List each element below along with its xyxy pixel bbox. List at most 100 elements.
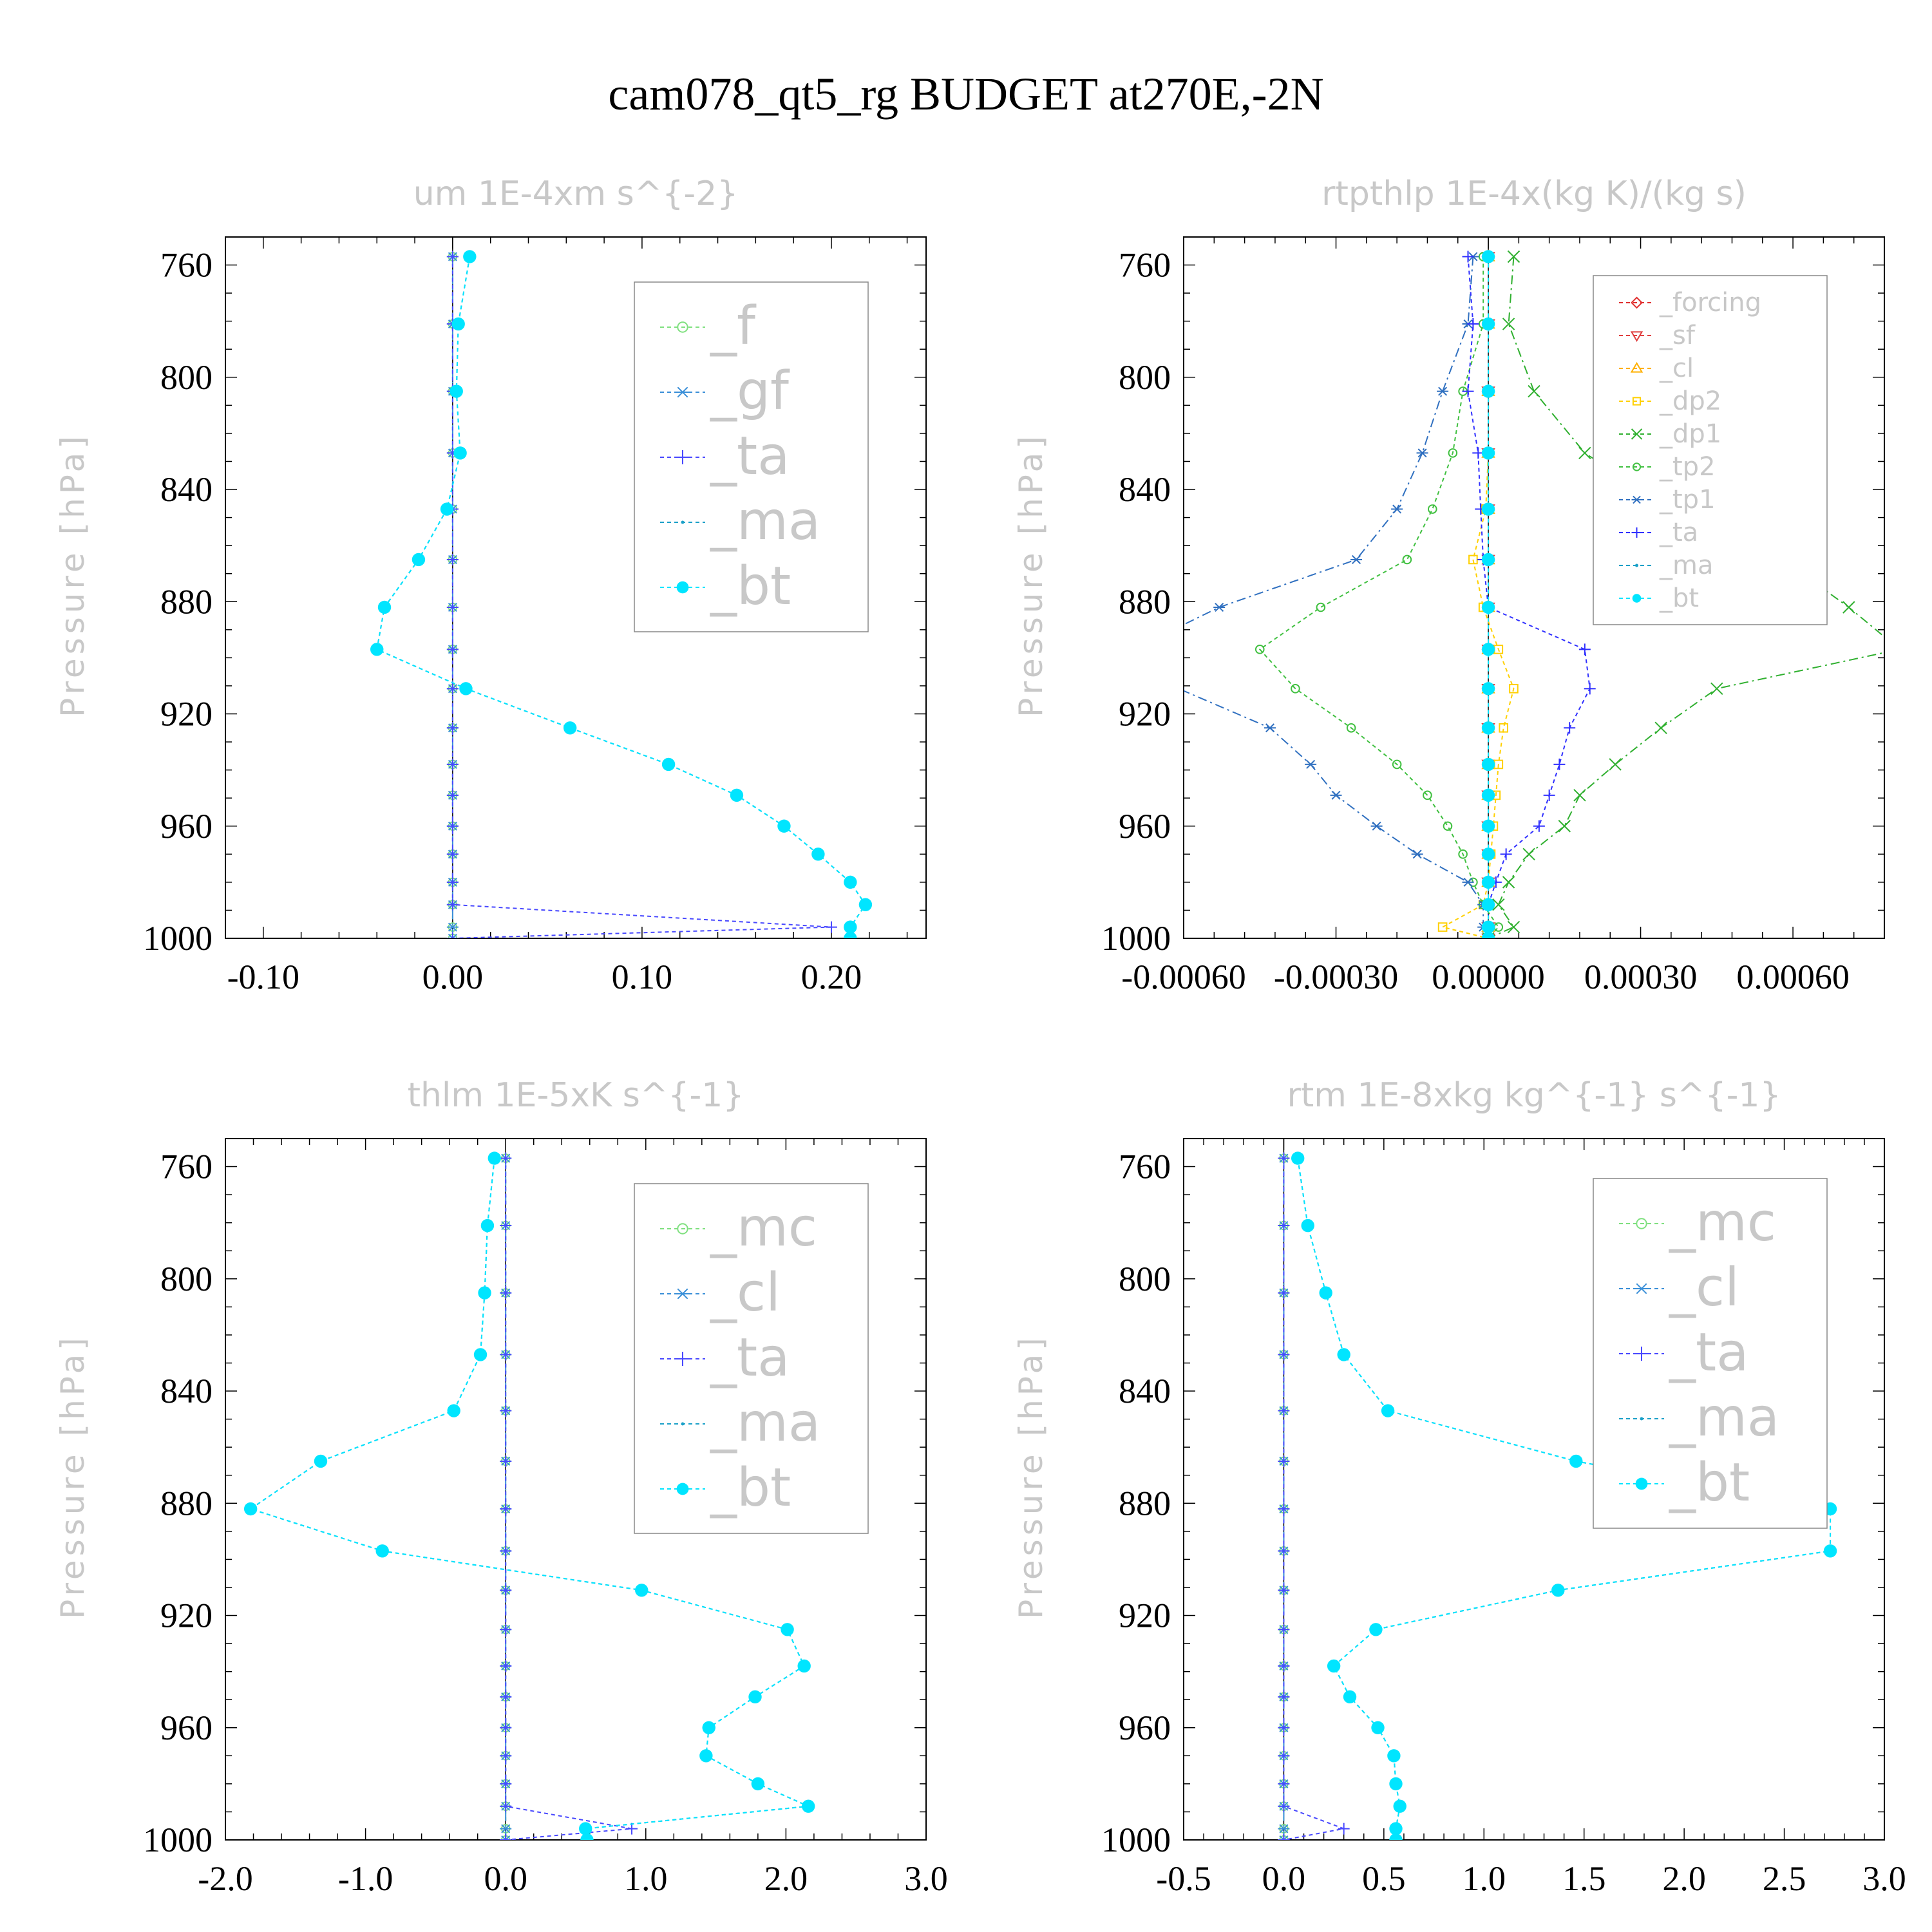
series-line xyxy=(1258,256,1500,938)
series-line xyxy=(1283,1158,1347,1840)
series_ta xyxy=(500,1152,638,1840)
data-point xyxy=(579,1822,592,1835)
data-point xyxy=(500,1834,512,1840)
data-point xyxy=(1481,788,1495,802)
data-point xyxy=(781,1623,794,1636)
series_bt xyxy=(1291,1151,1837,1840)
data-point xyxy=(1492,898,1505,911)
data-point xyxy=(473,1348,488,1361)
data-point xyxy=(1350,554,1363,564)
data-point xyxy=(1370,821,1383,831)
x-tick-label: 3.0 xyxy=(904,1859,948,1898)
data-point xyxy=(463,250,477,263)
legend-label: _bt xyxy=(710,1457,791,1519)
legend-marker xyxy=(1631,296,1643,309)
data-point xyxy=(446,933,459,938)
data-point xyxy=(500,1584,512,1596)
data-point xyxy=(1278,1721,1290,1734)
data-point xyxy=(446,922,459,932)
data-point xyxy=(1437,922,1448,932)
data-point xyxy=(446,601,459,613)
data-point xyxy=(1481,875,1495,889)
data-point xyxy=(1509,684,1519,694)
plot-frame xyxy=(225,1138,927,1841)
data-point xyxy=(858,898,873,911)
data-point xyxy=(1458,849,1468,859)
y-tick-label: 800 xyxy=(1119,1260,1171,1298)
data-point xyxy=(1578,643,1591,656)
data-point xyxy=(500,1777,512,1790)
legend-box xyxy=(1593,1178,1828,1529)
data-point xyxy=(243,1502,258,1516)
data-point xyxy=(1278,1455,1290,1467)
data-point xyxy=(451,317,465,331)
data-point xyxy=(1278,1624,1290,1636)
data-point xyxy=(1278,1220,1290,1232)
legend-box xyxy=(634,1183,869,1534)
data-point xyxy=(500,1287,512,1299)
data-point xyxy=(1462,385,1474,397)
data-point xyxy=(1522,848,1535,861)
series-line xyxy=(1467,256,1591,938)
data-point xyxy=(1338,1823,1350,1835)
legend-box xyxy=(634,281,869,632)
data-point xyxy=(500,1750,512,1762)
data-point xyxy=(1127,645,1139,654)
data-point xyxy=(1448,448,1458,458)
legend-marker xyxy=(1640,1417,1643,1421)
legend-item: _sf xyxy=(1619,321,1696,350)
legend-marker xyxy=(676,581,689,594)
plot-area xyxy=(243,1151,815,1840)
legend-label: _cl xyxy=(710,1262,781,1323)
legend-item: _bt xyxy=(660,556,791,617)
legend-item: _gf xyxy=(660,361,790,422)
data-point xyxy=(1569,1454,1583,1468)
plot-frame xyxy=(225,236,927,939)
y-tick-label: 960 xyxy=(1119,807,1171,846)
panel-rtpthlp: rtpthlp 1E-4x(kg K)/(kg s) Pressure [hPa]… xyxy=(1012,175,1885,996)
data-point xyxy=(1389,1777,1403,1791)
data-point xyxy=(1305,759,1317,769)
y-tick-label: 760 xyxy=(1119,246,1171,285)
data-point xyxy=(446,251,459,263)
data-point xyxy=(1416,448,1428,458)
data-point xyxy=(1578,446,1591,460)
data-point xyxy=(1346,723,1356,733)
plot-area xyxy=(370,250,873,938)
legend-label: _tp1 xyxy=(1659,485,1716,515)
y-tick-label: 760 xyxy=(1119,1148,1171,1186)
data-point xyxy=(844,931,857,938)
data-point xyxy=(1481,848,1495,861)
data-point xyxy=(1278,1349,1290,1361)
legend-label: _f xyxy=(710,296,757,357)
series-line xyxy=(505,1158,632,1840)
y-tick-label: 840 xyxy=(160,1372,213,1410)
series_tp1 xyxy=(1127,252,1495,938)
y-tick-label: 800 xyxy=(160,1260,213,1298)
data-point xyxy=(702,1721,715,1734)
legend-marker xyxy=(1632,594,1642,603)
series-line xyxy=(451,256,832,938)
y-tick-label: 1000 xyxy=(143,1821,213,1859)
data-point xyxy=(500,1220,512,1232)
legend-marker xyxy=(1630,362,1643,373)
y-tick-label: 880 xyxy=(1119,1484,1171,1522)
data-point xyxy=(1264,723,1276,733)
data-point xyxy=(1428,504,1437,514)
data-point xyxy=(825,921,837,933)
legend-label: _gf xyxy=(710,361,790,422)
data-point xyxy=(1710,682,1723,696)
data-point xyxy=(1481,721,1495,735)
legend-item: _dp2 xyxy=(1619,386,1721,416)
legend-item: _ta xyxy=(660,426,790,487)
legend: _mc_cl_ta_ma_bt xyxy=(1593,1178,1828,1529)
data-point xyxy=(500,1349,512,1361)
legend: _f_gf_ta_ma_bt xyxy=(634,281,869,632)
y-tick-label: 960 xyxy=(160,807,213,846)
data-point xyxy=(1337,1348,1350,1361)
legend-label: _ma xyxy=(1669,1387,1779,1448)
series_ta xyxy=(1278,1152,1350,1840)
plot-frame xyxy=(1183,236,1885,939)
data-point xyxy=(1316,602,1326,612)
